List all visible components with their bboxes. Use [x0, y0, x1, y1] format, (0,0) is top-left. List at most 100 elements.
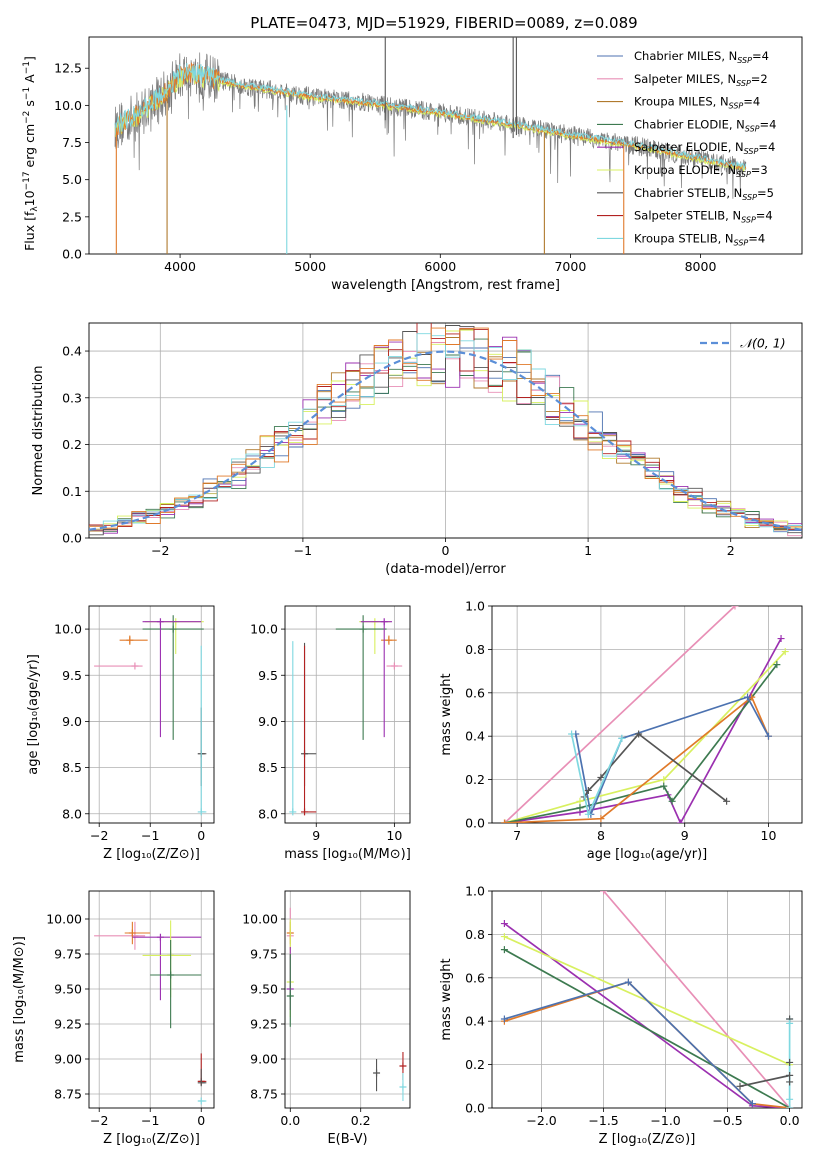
- x-tick-label: 9: [312, 828, 320, 843]
- point-marker: [390, 662, 398, 670]
- legend-label: Salpeter ELODIE, N: [634, 140, 744, 154]
- legend-value: =4: [756, 209, 773, 223]
- y-axis-label: age [log₁₀(age/yr)]: [26, 654, 41, 775]
- point-marker: [723, 797, 731, 805]
- y-tick-label: 9.50: [54, 982, 82, 997]
- y-tick-label: 1.0: [465, 599, 485, 614]
- legend-value: =4: [752, 49, 769, 63]
- legend-sub: SSP: [745, 124, 760, 133]
- x-tick-label: 2: [727, 543, 735, 558]
- legend-sub: SSP: [736, 79, 751, 88]
- point-marker: [289, 808, 297, 816]
- point-marker: [786, 1104, 794, 1108]
- figure-title: PLATE=0473, MJD=51929, FIBERID=0089, z=0…: [250, 14, 637, 32]
- point-marker: [677, 819, 685, 823]
- legend-entry: Kroupa STELIB, NSSP=4: [634, 231, 765, 247]
- y-tick-label: 8.5: [62, 760, 82, 775]
- x-tick-label: −2: [90, 1113, 108, 1128]
- x-tick-label: −2.0: [526, 1113, 556, 1128]
- spectrum-panel: 4000 5000 6000 7000 8000 0.0 2.5 5.0 7.5 10.0 12.5…: [22, 36, 803, 293]
- legend-entry: Chabrier STELIB, NSSP=5: [634, 186, 774, 202]
- point-marker: [568, 730, 576, 738]
- axes-frame: [491, 605, 803, 824]
- point-marker: [731, 606, 739, 610]
- y-tick-label: 9.50: [250, 982, 278, 997]
- y-tick-label: 0.2: [62, 437, 82, 452]
- y-tick-label: 8.0: [258, 806, 278, 821]
- y-tick-label: 12.5: [54, 61, 82, 76]
- point-marker: [584, 786, 592, 794]
- y-tick-label: 0.6: [465, 685, 485, 700]
- x-tick-label: 5000: [294, 259, 326, 274]
- residuals-histogram-panel: −2 −1 0 1 2 0.0 0.1 0.2 0.3 0.4 (data-model)/error…: [31, 322, 803, 577]
- y-tick-label: 0.2: [465, 772, 485, 787]
- point-marker: [399, 1083, 407, 1091]
- legend-label: Kroupa STELIB, N: [634, 231, 734, 245]
- x-tick-label: 7000: [554, 259, 586, 274]
- y-tick-label: 0.0: [465, 1101, 485, 1116]
- point-marker: [301, 808, 309, 816]
- point-marker: [500, 933, 508, 941]
- series-line: [602, 891, 791, 1108]
- legend-sub: SSP: [736, 170, 751, 179]
- x-axis-label: age [log₁₀(age/yr)]: [587, 847, 708, 862]
- plot-area: [89, 323, 802, 537]
- series-line: [504, 651, 786, 823]
- mass-weight-vs-metallicity-panel: −2.0 −1.5 −1.0 −0.5 0.0 0.0 0.2 0.4 0.6 0.8 1.0 Z […: [439, 884, 803, 1147]
- x-tick-label: 8: [597, 828, 605, 843]
- legend-entry: Salpeter ELODIE, NSSP=4: [634, 140, 775, 156]
- legend-value: =4: [748, 231, 765, 245]
- point-marker: [597, 815, 605, 823]
- x-axis-label: Z [log₁₀(Z/Z⊙)]: [103, 847, 200, 862]
- x-tick-label: 9: [681, 828, 689, 843]
- plot-area: [114, 37, 747, 254]
- y-tick-label: 0.6: [465, 970, 485, 985]
- x-tick-label: 6000: [424, 259, 456, 274]
- y-axis-label-part: 10: [22, 190, 37, 206]
- point-marker: [624, 978, 632, 986]
- point-marker: [660, 782, 668, 790]
- x-tick-label: 0.0: [280, 1113, 300, 1128]
- x-tick-label: 7: [513, 828, 521, 843]
- y-tick-label: 2.5: [62, 209, 82, 224]
- point-marker: [748, 1100, 756, 1108]
- axes-frame: [88, 36, 803, 255]
- x-axis-label: mass [log₁₀(M/M⊙)]: [284, 847, 411, 862]
- legend-label: Chabrier ELODIE, N: [634, 117, 745, 131]
- x-tick-label: 0: [197, 1113, 205, 1128]
- point-marker: [618, 734, 626, 742]
- y-tick-label: 10.0: [54, 98, 82, 113]
- axes-frame: [284, 890, 411, 1109]
- y-axis-label: mass [log₁₀(M/M⊙)]: [12, 936, 27, 1063]
- x-tick-label: −1: [141, 828, 159, 843]
- y-axis-label-part: −2: [22, 111, 32, 124]
- y-tick-label: 9.00: [54, 1052, 82, 1067]
- legend-label: Chabrier MILES, N: [634, 49, 737, 63]
- y-axis-label-part: λ: [30, 206, 40, 212]
- legend-sub: SSP: [741, 216, 756, 225]
- x-axis-label: Z [log₁₀(Z/Z⊙)]: [103, 1132, 200, 1147]
- y-axis-label-part: erg cm: [22, 124, 37, 172]
- y-tick-label: 0.0: [62, 531, 82, 546]
- y-axis-label-part: −1: [22, 61, 32, 74]
- plot-area: [94, 615, 207, 816]
- y-axis-label-part: s: [22, 100, 37, 111]
- point-marker: [156, 933, 164, 941]
- point-marker: [197, 1079, 205, 1087]
- point-marker: [399, 1062, 407, 1070]
- point-marker: [373, 1069, 381, 1077]
- histogram-step: [89, 327, 802, 529]
- legend-entry: Chabrier MILES, NSSP=4: [634, 49, 769, 65]
- point-marker: [600, 891, 608, 895]
- legend-value: =4: [758, 140, 775, 154]
- y-tick-label: 9.5: [258, 668, 278, 683]
- y-tick-label: 0.4: [62, 344, 82, 359]
- point-marker: [128, 929, 136, 937]
- y-tick-label: 8.75: [250, 1087, 278, 1102]
- x-tick-label: 0.0: [780, 1113, 800, 1128]
- point-marker: [736, 1082, 744, 1090]
- legend-label: Kroupa ELODIE, N: [634, 163, 736, 177]
- point-marker: [786, 1095, 794, 1103]
- y-axis-label: mass weight: [439, 673, 454, 755]
- legend-label: Kroupa MILES, N: [634, 95, 729, 109]
